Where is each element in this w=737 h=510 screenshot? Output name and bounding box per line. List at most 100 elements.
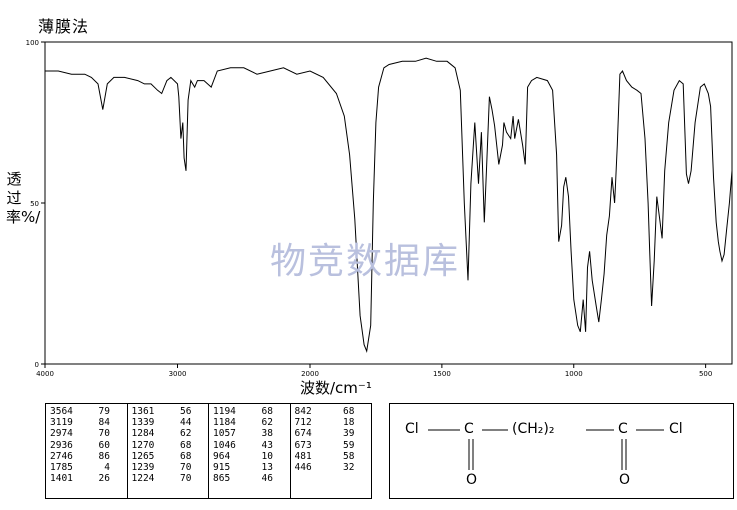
peak-transmittance: 86 [98, 450, 110, 462]
peak-row: 2974 70 [50, 428, 127, 439]
chemical-structure: Cl C (CH₂)₂ C Cl O O [389, 403, 734, 499]
peak-row: 1265 68 [132, 451, 209, 462]
peak-wavenumber: 2936 [50, 439, 73, 451]
peak-wavenumber: 1184 [213, 417, 236, 429]
peak-transmittance: 46 [261, 473, 273, 485]
peak-column: 842 68 712 18 674 39 673 59 481 58 446 32 [291, 404, 372, 498]
peak-column: 1194 68 1184 62 1057 38 1046 43 964 10 915 13 865 46 [209, 404, 291, 498]
peak-row: 1046 43 [213, 440, 290, 451]
peak-transmittance: 26 [98, 473, 110, 485]
peak-transmittance: 44 [180, 417, 192, 429]
peak-column: 3564 79 3119 84 2974 70 2936 60 2746 86 1785 4 1401 2… [46, 404, 128, 498]
peak-wavenumber: 1057 [213, 428, 236, 440]
peak-wavenumber: 674 [294, 428, 312, 440]
peak-row: 1361 56 [132, 406, 209, 417]
y-tick-label: 100 [26, 39, 39, 47]
spectrum-line [45, 57, 733, 353]
peak-wavenumber: 1401 [50, 473, 73, 485]
peak-row: 964 10 [213, 451, 290, 462]
left-oxygen: O [466, 472, 478, 488]
peak-row: 1401 26 [50, 473, 127, 484]
peak-wavenumber: 1785 [50, 462, 73, 474]
right-oxygen: O [619, 472, 631, 488]
peak-column: 1361 56 1339 44 1284 62 1270 68 1265 68 1239 70 1224… [128, 404, 209, 498]
peak-wavenumber: 1284 [131, 428, 155, 440]
x-axis-label: 波数/cm⁻¹ [300, 379, 372, 397]
x-tick-label: 1000 [565, 370, 583, 378]
x-tick-label: 3000 [169, 370, 187, 378]
page-title: 薄膜法 [38, 17, 90, 36]
peak-row: 1057 38 [213, 428, 290, 439]
peak-row: 1184 62 [213, 417, 290, 428]
peak-wavenumber: 1339 [131, 417, 155, 429]
peak-row: 3119 84 [50, 417, 127, 428]
right-chlorine: Cl [669, 421, 683, 437]
peak-row: 446 32 [295, 462, 372, 473]
peak-transmittance: 62 [261, 417, 273, 429]
peak-transmittance: 43 [261, 439, 273, 451]
peak-row: 842 68 [295, 406, 372, 417]
peak-row: 1785 4 [50, 462, 127, 473]
methylene-chain: (CH₂)₂ [512, 421, 555, 437]
peak-row: 1224 70 [132, 473, 209, 484]
peak-wavenumber: 2746 [50, 450, 73, 462]
tick-group: 4000 3000 2000 1500 1000 500 0 50 100 [26, 39, 713, 378]
peak-wavenumber: 865 [213, 473, 231, 485]
peak-wavenumber: 3564 [50, 406, 73, 417]
peak-transmittance: 62 [180, 428, 192, 440]
y-tick-label: 50 [30, 200, 39, 208]
peak-transmittance: 10 [261, 450, 273, 462]
x-tick-label: 1500 [433, 370, 451, 378]
peak-row: 2936 60 [50, 440, 127, 451]
peak-row: 674 39 [295, 428, 372, 439]
x-tick-label: 4000 [36, 370, 54, 378]
right-carbon: C [618, 421, 628, 437]
peak-wavenumber: 1194 [213, 406, 236, 417]
peak-wavenumber: 1224 [131, 473, 155, 485]
y-axis-label: 透过率%/ [6, 170, 41, 226]
peak-wavenumber: 712 [294, 417, 312, 429]
peak-transmittance: 4 [104, 462, 110, 474]
peak-transmittance: 68 [261, 406, 273, 417]
peak-row: 915 13 [213, 462, 290, 473]
peak-wavenumber: 1046 [213, 439, 236, 451]
peak-wavenumber: 2974 [50, 428, 73, 440]
peak-transmittance: 38 [261, 428, 273, 440]
x-tick-label: 2000 [301, 370, 319, 378]
peak-row: 1284 62 [132, 428, 209, 439]
peak-transmittance: 13 [261, 462, 273, 474]
peak-row: 1194 68 [213, 406, 290, 417]
peak-wavenumber: 1361 [131, 406, 155, 417]
peak-wavenumber: 1265 [131, 450, 155, 462]
peak-transmittance: 39 [343, 428, 355, 440]
peak-row: 3564 79 [50, 406, 127, 417]
y-tick-label: 0 [35, 361, 39, 369]
peak-transmittance: 68 [180, 439, 192, 451]
peak-transmittance: 70 [98, 428, 110, 440]
peak-transmittance: 70 [180, 462, 192, 474]
peak-transmittance: 60 [98, 439, 110, 451]
peak-wavenumber: 964 [213, 450, 231, 462]
peak-transmittance: 70 [180, 473, 192, 485]
peak-row: 1239 70 [132, 462, 209, 473]
peak-wavenumber: 3119 [50, 417, 73, 429]
peak-transmittance: 59 [343, 439, 355, 451]
plot-frame [44, 41, 733, 365]
peak-row: 712 18 [295, 417, 372, 428]
watermark: 物竞数据库 [270, 241, 461, 282]
peak-row: 673 59 [295, 440, 372, 451]
peak-wavenumber: 915 [213, 462, 231, 474]
peak-transmittance: 32 [343, 462, 355, 474]
peak-transmittance: 18 [343, 417, 355, 429]
peak-transmittance: 56 [180, 406, 192, 417]
peak-wavenumber: 673 [294, 439, 312, 451]
peak-row: 481 58 [295, 451, 372, 462]
peak-wavenumber: 1239 [131, 462, 155, 474]
peak-transmittance: 58 [343, 450, 355, 462]
peak-wavenumber: 1270 [131, 439, 155, 451]
peak-transmittance: 68 [343, 406, 355, 417]
peak-row: 865 46 [213, 473, 290, 484]
peak-transmittance: 79 [98, 406, 110, 417]
peak-wavenumber: 446 [294, 462, 312, 474]
peak-table: 3564 79 3119 84 2974 70 2936 60 2746 86 1785 4 1401 2… [45, 403, 372, 499]
